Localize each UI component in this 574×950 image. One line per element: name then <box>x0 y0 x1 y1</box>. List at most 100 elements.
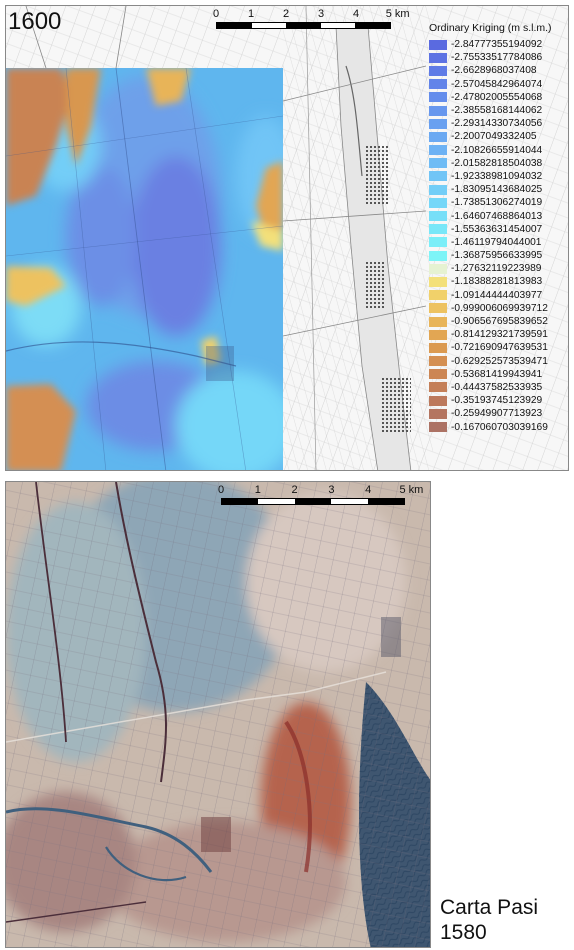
scale-tick: 3 <box>317 8 325 20</box>
legend-swatch <box>429 369 447 380</box>
river <box>115 482 167 783</box>
legend-swatch <box>429 65 447 76</box>
legend-swatch <box>429 224 447 235</box>
scale-tick: 4 <box>365 484 372 496</box>
legend-swatch <box>429 250 447 261</box>
legend-label: -0.167060703039169 <box>451 421 548 433</box>
legend-item: -2.38558168144062 <box>429 104 569 117</box>
legend-swatch <box>429 422 447 433</box>
legend-swatch <box>429 184 447 195</box>
map-sheet-seam <box>6 671 387 743</box>
legend-label: -0.53681419943941 <box>451 368 543 380</box>
legend-item: -2.2007049332405 <box>429 130 569 143</box>
legend-item: -1.92338981094032 <box>429 170 569 183</box>
legend-swatch <box>429 408 447 419</box>
legend-label: -1.27632119223989 <box>451 263 542 275</box>
kriging-map-panel: 1600 <box>5 5 569 471</box>
road <box>25 6 47 69</box>
legend-swatch <box>429 382 447 393</box>
legend-label: -1.83095143684025 <box>451 184 543 196</box>
legend-item: -0.721690947639531 <box>429 341 569 354</box>
legend-label: -2.2007049332405 <box>451 131 537 143</box>
legend-swatch <box>429 52 447 63</box>
coastal-strip <box>335 25 412 470</box>
legend-item: -2.47802005554068 <box>429 91 569 104</box>
legend-swatch <box>429 316 447 327</box>
legend-swatch <box>429 39 447 50</box>
town-north <box>364 144 388 204</box>
legend-label: -2.38558168144062 <box>451 105 543 117</box>
legend-swatch <box>429 263 447 274</box>
legend-swatch <box>429 197 447 208</box>
road <box>282 305 427 337</box>
legend-label: -1.18388281813983 <box>451 276 543 288</box>
bottom-scale-bar: 0 1 2 3 4 5 km <box>218 484 423 505</box>
legend-label: -2.75533517784086 <box>451 52 543 64</box>
legend-label: -0.814129321739591 <box>451 329 548 341</box>
scale-tick-labels: 0 1 2 3 4 5 km <box>218 484 423 498</box>
legend-label: -2.47802005554068 <box>451 91 543 103</box>
legend-label: -2.6628968037408 <box>451 65 537 77</box>
legend-item: -2.29314330734056 <box>429 117 569 130</box>
scale-tick: 1 <box>254 484 261 496</box>
legend-swatch <box>429 329 447 340</box>
legend-swatch <box>429 211 447 222</box>
road <box>282 210 427 222</box>
legend-item: -2.57045842964074 <box>429 78 569 91</box>
scale-tick: 2 <box>291 484 298 496</box>
legend-label: -1.73851306274019 <box>451 197 543 209</box>
legend-label: -1.92338981094032 <box>451 170 543 182</box>
legend-swatch <box>429 118 447 129</box>
town-middle <box>366 261 386 309</box>
legend-swatch <box>429 79 447 90</box>
legend-label: -0.906567695839652 <box>451 316 548 328</box>
legend-item: -0.629252573539471 <box>429 355 569 368</box>
scale-tick: 0 <box>212 8 220 20</box>
map-year-label: 1600 <box>8 8 62 35</box>
scale-unit-label: 5 km <box>399 484 424 496</box>
legend-item: -2.84777355194092 <box>429 38 569 51</box>
road <box>282 65 427 102</box>
legend-label: -2.57045842964074 <box>451 78 543 90</box>
legend-label: -2.10826655914044 <box>451 144 543 156</box>
canal <box>6 807 213 873</box>
legend-item: -1.27632119223989 <box>429 262 569 275</box>
hist-field-lines <box>6 482 430 947</box>
scale-tick: 4 <box>352 8 360 20</box>
source-caption: Carta Pasi 1580 <box>440 895 538 945</box>
source-year: 1580 <box>440 921 487 944</box>
scale-tick: 1 <box>247 8 255 20</box>
legend-swatch <box>429 237 447 248</box>
road <box>305 6 317 470</box>
legend-item: -0.906567695839652 <box>429 315 569 328</box>
canal <box>105 846 187 882</box>
legend-label: -2.29314330734056 <box>451 118 543 130</box>
legend-swatch <box>429 145 447 156</box>
legend-label: -0.25949907713923 <box>451 408 543 420</box>
legend-item: -0.999006069939712 <box>429 302 569 315</box>
town-south <box>381 376 411 434</box>
legend-item: -0.25949907713923 <box>429 407 569 420</box>
legend-label: -0.629252573539471 <box>451 355 548 367</box>
scale-tick-labels: 0 1 2 3 4 5 km <box>212 8 410 22</box>
legend-item: -1.55363631454007 <box>429 223 569 236</box>
legend-swatch <box>429 276 447 287</box>
legend-label: -0.999006069939712 <box>451 302 548 314</box>
kriging-raster <box>6 68 283 470</box>
kriging-legend: Ordinary Kriging (m s.l.m.) -2.847773551… <box>429 22 569 434</box>
scale-tick: 3 <box>328 484 335 496</box>
top-scale-bar: 0 1 2 3 4 5 km <box>212 8 410 29</box>
legend-label: -1.09144444403977 <box>451 289 543 301</box>
legend-item: -2.6628968037408 <box>429 64 569 77</box>
legend-label: -1.36875956633995 <box>451 250 543 262</box>
legend-swatch <box>429 342 447 353</box>
legend-item: -1.18388281813983 <box>429 275 569 288</box>
historical-map-canvas <box>6 482 430 947</box>
kriging-map-canvas <box>6 6 568 470</box>
legend-item: -1.64607468864013 <box>429 209 569 222</box>
legend-item: -1.09144444403977 <box>429 289 569 302</box>
legend-item: -2.01582818504038 <box>429 157 569 170</box>
legend-item: -0.814129321739591 <box>429 328 569 341</box>
legend-label: -1.55363631454007 <box>451 223 543 235</box>
scale-bar-segments <box>221 498 405 505</box>
